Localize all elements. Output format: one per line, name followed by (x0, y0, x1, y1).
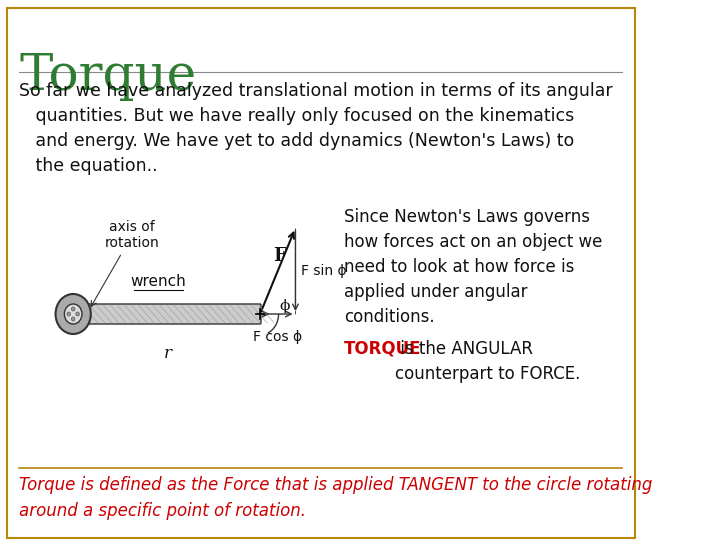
Text: F sin ϕ: F sin ϕ (301, 264, 347, 278)
Text: is the ANGULAR
counterpart to FORCE.: is the ANGULAR counterpart to FORCE. (395, 340, 580, 383)
Text: Torque: Torque (20, 52, 197, 102)
Text: axis of
rotation: axis of rotation (91, 220, 159, 306)
FancyBboxPatch shape (74, 304, 261, 324)
Text: Torque is defined as the Force that is applied TANGENT to the circle rotating
ar: Torque is defined as the Force that is a… (20, 476, 653, 520)
Text: wrench: wrench (131, 274, 186, 289)
Circle shape (64, 304, 82, 324)
Text: r: r (164, 345, 172, 362)
Text: TORQUE: TORQUE (344, 340, 422, 358)
Circle shape (71, 317, 75, 321)
Circle shape (67, 312, 71, 316)
Text: So far we have analyzed translational motion in terms of its angular
   quantiti: So far we have analyzed translational mo… (20, 82, 613, 175)
Text: ϕ: ϕ (280, 299, 290, 313)
Text: Since Newton's Laws governs
how forces act on an object we
need to look at how f: Since Newton's Laws governs how forces a… (344, 208, 602, 326)
Circle shape (76, 312, 79, 316)
Circle shape (71, 307, 75, 311)
Text: F: F (273, 247, 286, 265)
Text: F cos ϕ: F cos ϕ (253, 330, 302, 344)
Circle shape (55, 294, 91, 334)
